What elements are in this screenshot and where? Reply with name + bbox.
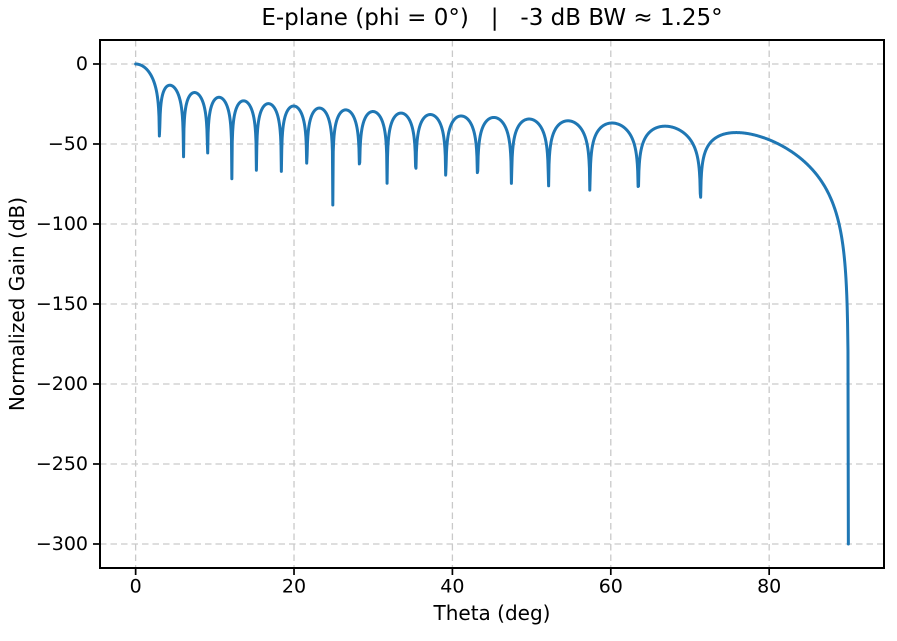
x-tick-label: 0 <box>130 576 142 598</box>
series-line <box>134 62 850 546</box>
y-tick-label: −100 <box>36 213 88 235</box>
chart-title: E-plane (phi = 0°) | -3 dB BW ≈ 1.25° <box>261 5 722 31</box>
y-tick-label: −200 <box>36 373 88 395</box>
y-axis-label: Normalized Gain (dB) <box>5 197 29 411</box>
tick-layer <box>93 63 771 575</box>
x-tick-label: 80 <box>757 576 781 598</box>
x-tick-label: 40 <box>440 576 464 598</box>
tick-label-layer: 0 20 40 60 80 0 −50 −100 −150 −200 −250 −300 <box>36 53 781 598</box>
y-tick-label: 0 <box>76 53 88 75</box>
y-tick-label: −50 <box>48 133 88 155</box>
x-tick-label: 60 <box>599 576 623 598</box>
x-axis-label: Theta (deg) <box>433 601 551 625</box>
y-tick-label: −300 <box>36 533 88 555</box>
y-tick-label: −150 <box>36 293 88 315</box>
x-tick-label: 20 <box>282 576 306 598</box>
y-tick-label: −250 <box>36 453 88 475</box>
grid-layer <box>100 40 884 568</box>
